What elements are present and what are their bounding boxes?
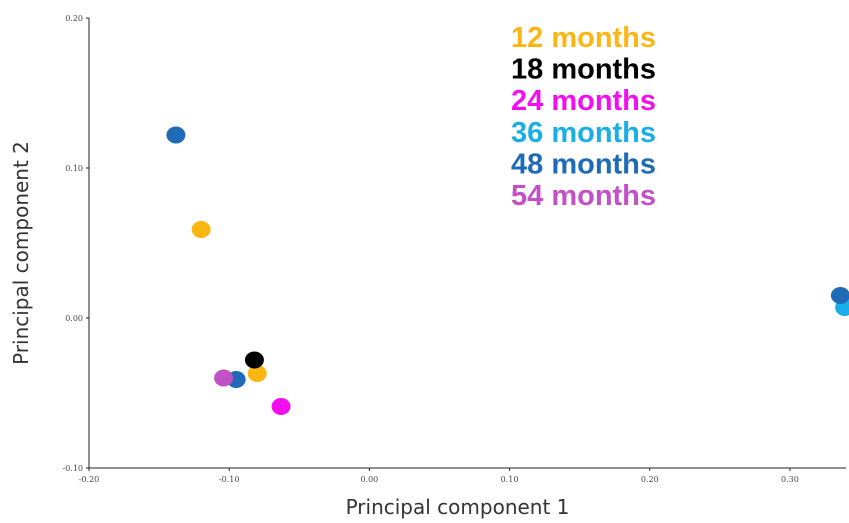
legend-entry: 36 months (511, 117, 656, 149)
x-axis-title: Principal component 1 (346, 495, 570, 519)
x-tick-labels: -0.20 -0.10 0.00 0.10 0.20 0.30 (79, 468, 799, 484)
legend-entry: 12 months (511, 22, 656, 54)
x-tick-label: -0.10 (219, 475, 240, 484)
y-tick-label: 0.20 (65, 14, 83, 23)
data-point-48-months (166, 126, 186, 144)
y-tick-label: 0.00 (65, 314, 83, 323)
data-point-48-months (830, 287, 849, 304)
x-tick-label: 0.30 (781, 475, 799, 484)
data-point-12-months (191, 221, 211, 238)
x-tick-label: 0.20 (641, 475, 659, 484)
legend-entry: 54 months (511, 180, 656, 212)
x-tick-label: 0.00 (360, 475, 378, 484)
legend-entry: 18 months (511, 54, 656, 86)
legend-entry: 48 months (511, 148, 656, 180)
axes (88, 18, 846, 469)
data-point-24-months (271, 398, 291, 415)
y-tick-label: -0.10 (62, 464, 83, 473)
y-axis-title: Principal component 2 (9, 141, 33, 365)
legend-entry: 24 months (511, 85, 656, 117)
x-tick-label: 0.10 (501, 475, 519, 484)
data-point-54-months (214, 369, 234, 387)
data-point-18-months (244, 351, 264, 369)
y-tick-labels: -0.10 0.00 0.10 0.20 (62, 14, 89, 473)
y-tick-label: 0.10 (65, 164, 83, 173)
data-points (166, 126, 849, 415)
data-point-12-months (247, 365, 267, 382)
x-tick-label: -0.20 (79, 475, 100, 484)
